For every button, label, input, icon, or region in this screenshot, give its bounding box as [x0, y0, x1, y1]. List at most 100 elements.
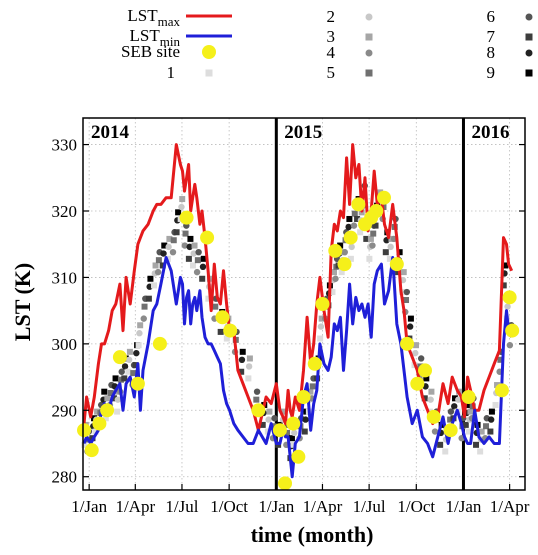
site-point [125, 356, 133, 363]
site-point [284, 429, 291, 436]
site-point [462, 421, 469, 428]
x-tick-label: 1/Oct [210, 497, 248, 516]
seb-site-point [92, 416, 107, 431]
site-point [137, 322, 144, 329]
site-point [253, 388, 261, 395]
site-point [288, 435, 295, 442]
site-point [205, 295, 212, 302]
site-point [357, 229, 364, 236]
seb-site-point [337, 257, 352, 272]
site-point [338, 269, 345, 276]
site-point [348, 243, 355, 251]
seb-site-point [223, 323, 238, 338]
y-tick-label: 280 [52, 468, 78, 487]
site-point [170, 237, 177, 244]
site-point [239, 348, 246, 355]
seb-site-point [461, 390, 476, 404]
seb-site-point [351, 197, 366, 212]
seb-site-point [251, 403, 266, 418]
seb-site-point [505, 323, 520, 338]
site-point [212, 303, 219, 310]
site-point [302, 416, 309, 423]
site-point [151, 282, 158, 289]
legend-site-swatch [365, 13, 373, 21]
site-point [245, 363, 253, 370]
x-tick-label: 1/Jan [258, 497, 294, 516]
site-point [455, 396, 462, 403]
site-point [403, 297, 410, 304]
seb-site-point [200, 230, 215, 245]
site-point [182, 230, 189, 237]
site-point [431, 428, 439, 435]
year-label: 2015 [284, 122, 322, 143]
legend-label: LSTmin [130, 26, 181, 49]
site-point [363, 235, 370, 242]
site-point [125, 368, 132, 375]
site-point [451, 403, 458, 410]
seb-site-point [410, 376, 425, 391]
site-point [506, 341, 514, 349]
seb-site-point [343, 230, 358, 245]
seb-site-point [369, 204, 384, 218]
legend-label: 2 [327, 7, 336, 26]
series-line [82, 256, 514, 479]
site-point [400, 269, 407, 276]
site-point [102, 415, 109, 422]
site-point [191, 242, 198, 249]
site-point [354, 215, 361, 222]
site-point [259, 421, 266, 428]
legend-label-main: LST [130, 26, 161, 45]
site-point [118, 368, 125, 375]
x-tick-label: 1/Apr [303, 497, 343, 516]
site-point [166, 235, 173, 242]
site-point [483, 423, 490, 430]
site-point [317, 335, 324, 342]
site-point [367, 235, 374, 242]
site-point [442, 448, 449, 455]
site-point [141, 303, 148, 310]
site-point [173, 229, 180, 236]
x-tick-label: 1/Apr [490, 497, 530, 516]
site-point [396, 249, 403, 256]
site-point [366, 255, 373, 262]
seb-site-point [443, 423, 458, 438]
legend-site-swatch [525, 13, 533, 21]
x-tick-label: 1/Jul [353, 497, 386, 516]
site-point [140, 315, 147, 322]
legend-label: 6 [487, 7, 496, 26]
seb-site-point [215, 310, 230, 325]
site-point [341, 248, 348, 256]
legend-label: 1 [167, 63, 176, 82]
site-point [332, 275, 339, 282]
site-point [347, 255, 354, 262]
seb-site-point [328, 243, 343, 258]
seb-site-point [84, 443, 99, 458]
site-point [104, 395, 111, 402]
legend-label-main: LST [127, 6, 158, 25]
site-point [487, 428, 494, 435]
site-point [187, 235, 194, 242]
site-point [169, 248, 177, 256]
site-point [126, 348, 133, 355]
site-point [189, 262, 196, 269]
site-point [280, 408, 287, 415]
site-point [238, 356, 246, 363]
site-point [494, 382, 501, 389]
seb-site-point [179, 210, 194, 225]
site-point [427, 396, 434, 403]
site-point [290, 441, 297, 448]
site-point [447, 408, 455, 415]
legend-label: 8 [487, 43, 496, 62]
site-point [160, 250, 167, 257]
seb-site-point [100, 403, 115, 418]
site-point [502, 262, 509, 269]
seb-site-point [315, 297, 330, 311]
site-point [428, 388, 435, 395]
site-point [253, 396, 260, 403]
site-point [145, 295, 152, 302]
site-point [114, 396, 122, 403]
site-point [130, 370, 137, 377]
y-tick-label: 310 [52, 268, 78, 287]
